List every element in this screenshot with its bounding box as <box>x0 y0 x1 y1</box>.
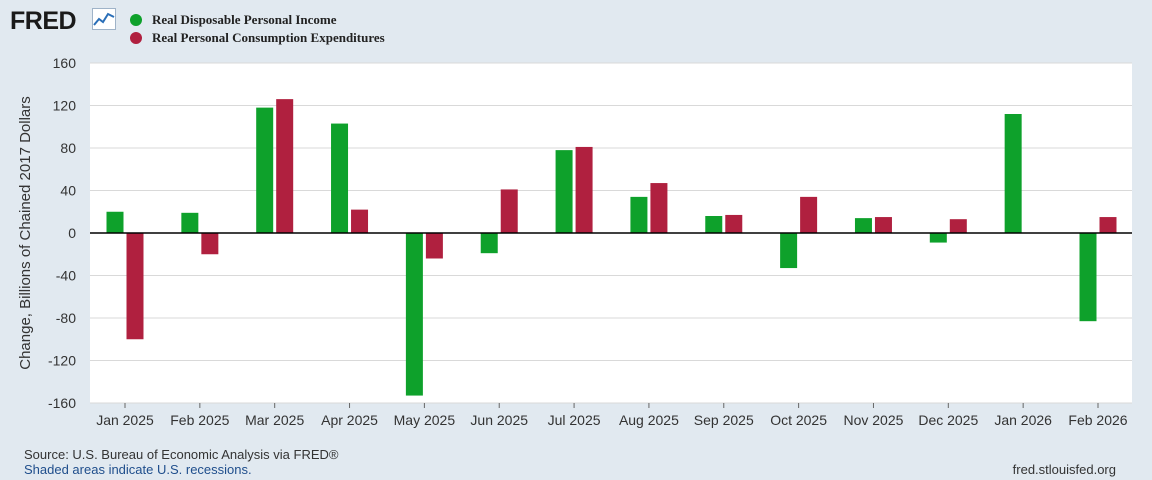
y-tick-label: 80 <box>60 140 76 156</box>
bar <box>201 233 219 255</box>
x-tick-label: Jan 2025 <box>96 412 154 428</box>
bar <box>425 233 443 259</box>
gridlines <box>90 62 1132 404</box>
x-tick-label: Jul 2025 <box>548 412 601 428</box>
recession-note-link[interactable]: Shaded areas indicate U.S. recessions. <box>24 462 252 477</box>
legend-label: Real Disposable Personal Income <box>152 12 337 27</box>
bar <box>126 233 144 340</box>
bar <box>256 107 274 233</box>
legend-swatch-green-icon <box>130 14 142 26</box>
y-tick-label: 40 <box>60 183 76 199</box>
bar <box>800 196 818 233</box>
bar <box>725 214 743 233</box>
bar <box>575 146 593 233</box>
bar <box>555 150 573 233</box>
bar <box>854 218 872 233</box>
x-tick-label: Mar 2025 <box>245 412 304 428</box>
bar <box>1004 114 1022 233</box>
bar <box>705 216 723 233</box>
x-tick-label: Jun 2025 <box>470 412 528 428</box>
fred-logo[interactable]: FRED <box>10 7 77 35</box>
bar <box>780 233 798 269</box>
y-tick-label: 160 <box>53 55 77 71</box>
bar-chart: 160 120 80 40 0 -40 -80 -120 -160 Jan 2025 Feb 20… <box>17 55 1132 428</box>
bar <box>276 99 294 233</box>
y-tick-label: -40 <box>56 268 76 284</box>
bar <box>106 211 124 233</box>
bar <box>1079 233 1097 322</box>
bar <box>949 219 967 233</box>
x-tick-label: Nov 2025 <box>843 412 903 428</box>
legend-swatch-red-icon <box>130 32 142 44</box>
y-tick-label: -80 <box>56 310 76 326</box>
x-tick-label: Apr 2025 <box>321 412 378 428</box>
legend-item-disposable-income[interactable]: Real Disposable Personal Income <box>130 12 337 28</box>
bar <box>929 233 947 243</box>
bar <box>650 183 668 233</box>
x-tick-label: Dec 2025 <box>918 412 978 428</box>
bar <box>351 209 369 233</box>
bar <box>480 233 498 254</box>
y-tick-label: 120 <box>53 98 77 114</box>
y-axis-label: Change, Billions of Chained 2017 Dollars <box>17 96 34 370</box>
legend-label: Real Personal Consumption Expenditures <box>152 30 385 45</box>
y-tick-label: -120 <box>48 353 76 369</box>
x-tick-label: Feb 2026 <box>1068 412 1127 428</box>
y-tick-label: 0 <box>68 225 76 241</box>
x-axis-ticks: Jan 2025 Feb 2025 Mar 2025 Apr 2025 May 2025… <box>96 403 1128 428</box>
x-tick-label: Sep 2025 <box>694 412 754 428</box>
bar <box>874 217 892 233</box>
x-tick-label: May 2025 <box>394 412 456 428</box>
bar <box>1099 217 1117 233</box>
y-axis-ticks: 160 120 80 40 0 -40 -80 -120 -160 <box>48 55 76 411</box>
legend-item-consumption-expenditures[interactable]: Real Personal Consumption Expenditures <box>130 30 385 46</box>
bar <box>630 196 648 233</box>
source-note: Source: U.S. Bureau of Economic Analysis… <box>24 447 339 462</box>
bar <box>181 212 199 233</box>
bar <box>500 189 518 233</box>
y-tick-label: -160 <box>48 395 76 411</box>
bar <box>331 123 349 233</box>
x-tick-label: Oct 2025 <box>770 412 827 428</box>
x-tick-label: Aug 2025 <box>619 412 679 428</box>
x-tick-label: Jan 2026 <box>994 412 1052 428</box>
fred-logo-graph-icon <box>92 8 116 30</box>
site-link[interactable]: fred.stlouisfed.org <box>1012 462 1116 477</box>
bar-series <box>106 99 1117 396</box>
bar <box>405 233 423 396</box>
x-tick-label: Feb 2025 <box>170 412 229 428</box>
